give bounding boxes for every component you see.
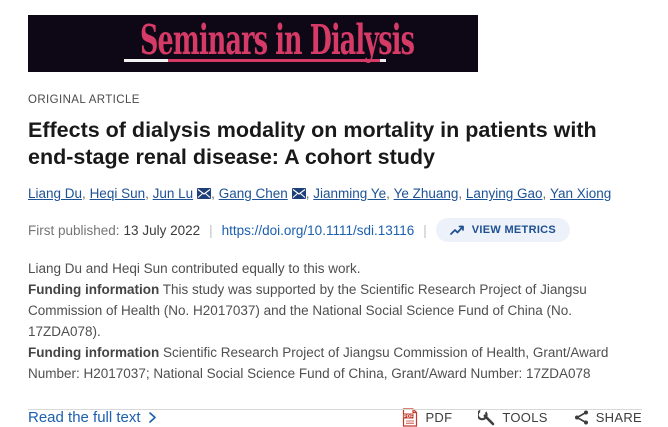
pdf-file-icon: PDF bbox=[403, 408, 418, 427]
article-notes: Liang Du and Heqi Sun contributed equall… bbox=[28, 258, 642, 384]
email-envelope-icon[interactable] bbox=[197, 188, 212, 199]
journal-banner: Seminars in Dialysis bbox=[28, 15, 478, 72]
pdf-button[interactable]: PDF PDF bbox=[402, 408, 452, 427]
doi-link[interactable]: https://doi.org/10.1111/sdi.13116 bbox=[221, 222, 415, 238]
author-link[interactable]: Jianming Ye bbox=[313, 186, 393, 201]
banner-rule-white-tip bbox=[380, 59, 386, 62]
bottom-divider bbox=[28, 409, 642, 410]
view-metrics-label: VIEW METRICS bbox=[471, 224, 557, 236]
author-link[interactable]: Gang Chen bbox=[219, 186, 314, 201]
publication-info-row: First published: 13 July 2022 | https://… bbox=[28, 218, 642, 242]
pdf-label: PDF bbox=[425, 410, 453, 425]
email-envelope-icon[interactable] bbox=[291, 188, 306, 199]
funding-label: Funding information bbox=[28, 282, 160, 297]
author-link[interactable]: Jun Lu bbox=[153, 186, 219, 201]
author-link[interactable]: Ye Zhuang bbox=[394, 186, 466, 201]
share-button[interactable]: SHARE bbox=[574, 410, 642, 425]
document-actions: PDF PDF TOOLS SHARE bbox=[402, 408, 642, 427]
footer-actions-row: Read the full text PDF PDF TOOLS SHARE bbox=[28, 408, 642, 427]
journal-wordmark: Seminars in Dialysis bbox=[140, 17, 415, 65]
read-full-text-link[interactable]: Read the full text bbox=[28, 409, 156, 426]
banner-rule-white bbox=[124, 59, 168, 62]
separator: | bbox=[423, 222, 427, 238]
article-title: Effects of dialysis modality on mortalit… bbox=[28, 118, 597, 169]
article-type-label: ORIGINAL ARTICLE bbox=[28, 94, 140, 106]
author-link[interactable]: Heqi Sun bbox=[90, 186, 153, 201]
author-link[interactable]: Liang Du bbox=[28, 186, 90, 201]
author-link[interactable]: Lanying Gao bbox=[466, 186, 550, 201]
article-header: ORIGINAL ARTICLE Effects of dialysis mod… bbox=[28, 90, 642, 427]
svg-text:PDF: PDF bbox=[404, 414, 414, 419]
share-label: SHARE bbox=[595, 410, 642, 425]
first-published-label: First published: bbox=[28, 222, 120, 238]
trending-up-icon bbox=[449, 225, 464, 235]
view-metrics-button[interactable]: VIEW METRICS bbox=[435, 218, 571, 242]
separator: | bbox=[209, 222, 213, 238]
tools-button[interactable]: TOOLS bbox=[478, 409, 547, 426]
contribution-note: Liang Du and Heqi Sun contributed equall… bbox=[28, 261, 361, 276]
funding-note-2: Funding information Scientific Research … bbox=[28, 345, 609, 381]
wrench-icon bbox=[478, 409, 495, 426]
funding-note-1: Funding information This study was suppo… bbox=[28, 282, 587, 339]
chevron-right-icon bbox=[148, 412, 156, 423]
tools-label: TOOLS bbox=[502, 410, 548, 425]
author-link[interactable]: Yan Xiong bbox=[550, 186, 612, 201]
funding-label: Funding information bbox=[28, 345, 160, 360]
share-icon bbox=[574, 410, 588, 425]
author-list: Liang DuHeqi SunJun LuGang ChenJianming … bbox=[28, 184, 642, 203]
banner-rule-pink bbox=[168, 59, 380, 62]
article-landing-page: Seminars in Dialysis ORIGINAL ARTICLE Ef… bbox=[28, 15, 642, 427]
first-published-date: 13 July 2022 bbox=[123, 222, 201, 238]
